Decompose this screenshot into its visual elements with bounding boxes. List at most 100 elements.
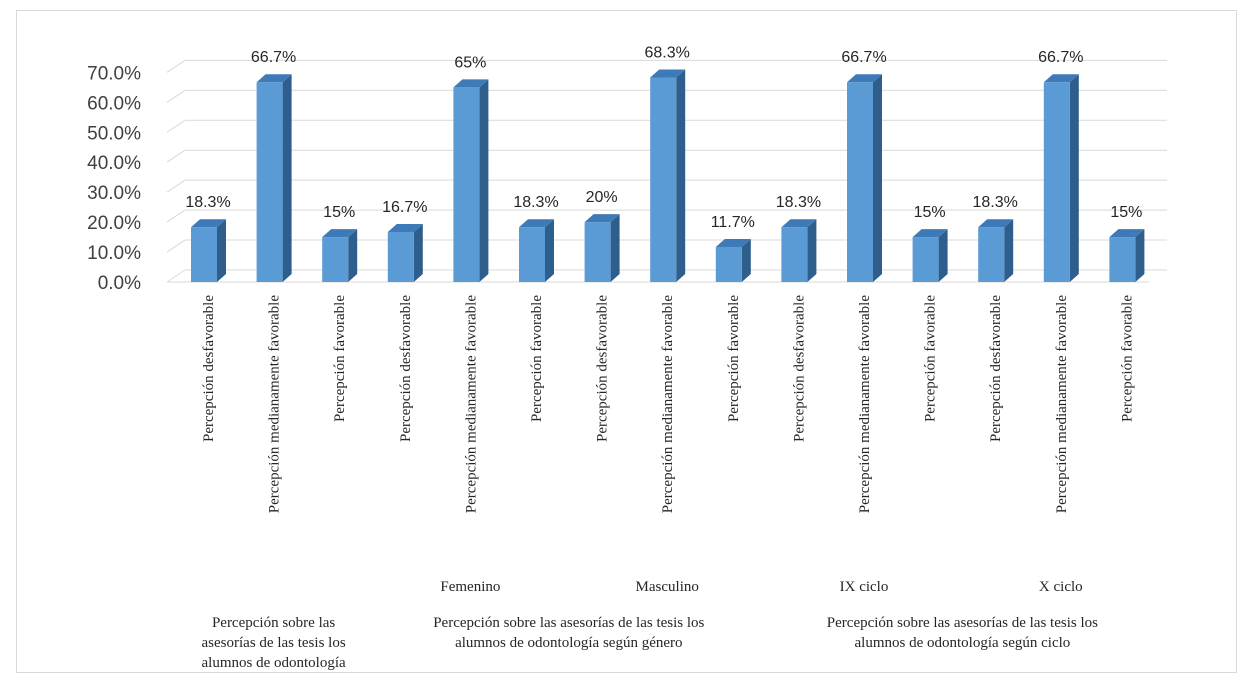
subgroup-label: IX ciclo (840, 579, 889, 595)
bar-side (348, 229, 358, 282)
category-label: Percepción medianamente favorable (1054, 295, 1070, 514)
bar-side (873, 74, 882, 282)
gridline-depth (166, 179, 186, 193)
bar (256, 74, 292, 283)
data-label: 18.3% (513, 194, 558, 211)
data-label: 66.7% (251, 49, 296, 66)
bar (847, 74, 882, 283)
bar-top (256, 74, 292, 83)
gridline-depth (166, 239, 186, 253)
bar (322, 229, 358, 282)
gridline-depth (166, 149, 186, 163)
bar-front (1109, 237, 1136, 282)
subgroup-label: X ciclo (1039, 579, 1083, 595)
bar-top (847, 74, 882, 83)
bar-top (912, 229, 948, 238)
data-label: 18.3% (973, 194, 1018, 211)
bar-front (519, 227, 545, 282)
bar (781, 219, 817, 282)
bar-front (322, 237, 349, 282)
subgroup-labels: Femenino Masculino IX ciclo X ciclo (440, 579, 1082, 595)
category-label: Percepción desfavorable (398, 295, 414, 442)
gridline-depth (166, 89, 186, 103)
bar-top (191, 219, 226, 228)
bar-top (519, 219, 554, 228)
group-label-line: alumnos de odontología (202, 655, 346, 671)
bar (1043, 74, 1079, 283)
category-label: Percepción desfavorable (988, 295, 1004, 442)
data-label: 15% (914, 204, 946, 221)
gridline-depth (166, 209, 186, 223)
bar (978, 219, 1014, 282)
bar-side (413, 223, 423, 282)
bar-side (938, 229, 948, 282)
group-label-line: asesorías de las tesis los (202, 635, 346, 651)
y-tick-label: 30.0% (87, 183, 141, 204)
data-label: 15% (1110, 204, 1142, 221)
bar (715, 238, 751, 282)
group-label-line: alumnos de odontología según ciclo (855, 635, 1071, 651)
subgroup-label: Masculino (636, 579, 699, 595)
gridline-depth (166, 119, 186, 133)
category-label: Percepción medianamente favorable (857, 295, 873, 514)
chart-frame: 0.0% 10.0% 20.0% 30.0% 40.0% 50.0% 60.0% 70.0% … (16, 10, 1237, 673)
group-label: Percepción sobre las asesorías de las te… (827, 615, 1098, 651)
gridline-depth (166, 269, 186, 283)
bar (1109, 229, 1145, 282)
bar-side (545, 219, 554, 282)
data-label: 20% (586, 189, 618, 206)
bar-side (1069, 74, 1079, 282)
bar-front (715, 246, 742, 282)
category-label: Percepción desfavorable (201, 295, 217, 442)
bar (912, 229, 948, 282)
bar-top (978, 219, 1014, 228)
bar (650, 69, 686, 282)
category-label: Percepción favorable (1119, 295, 1135, 422)
y-axis-ticks: 0.0% 10.0% 20.0% 30.0% 40.0% 50.0% 60.0% 70.0% (87, 63, 141, 294)
bar-side (479, 79, 489, 282)
subgroup-label: Femenino (440, 579, 500, 595)
bar-side (610, 214, 620, 282)
bar-chart: 0.0%10.0%20.0%30.0%40.0%50.0%60.0%70.0% … (87, 44, 1167, 671)
category-label: Percepción favorable (923, 295, 939, 422)
bar-front (191, 227, 217, 282)
bar-top (453, 79, 489, 88)
category-label: Percepción favorable (332, 295, 348, 422)
bar-top (584, 214, 620, 223)
bar (387, 223, 423, 282)
bar-front (781, 227, 808, 282)
category-labels: Percepción desfavorable Percepción median… (201, 295, 1135, 514)
gridline-depth (166, 59, 186, 73)
bar-front (1043, 82, 1070, 283)
data-label: 16.7% (382, 199, 427, 216)
bar-top (650, 69, 686, 78)
data-label: 18.3% (776, 194, 821, 211)
bar-top (781, 219, 817, 228)
data-labels: 18.3% 66.7% 15% 16.7% 65% 18.3% 20% 68.3% 11.7% 1… (185, 44, 1142, 231)
y-tick-label: 10.0% (87, 243, 141, 264)
data-label: 68.3% (645, 44, 690, 61)
data-label: 15% (323, 204, 355, 221)
category-label: Percepción medianamente favorable (660, 295, 676, 514)
data-label: 18.3% (185, 194, 230, 211)
bar (191, 219, 226, 282)
category-label: Percepción desfavorable (791, 295, 807, 442)
bar (584, 214, 620, 282)
group-label-line: Percepción sobre las asesorías de las te… (433, 615, 704, 631)
bar-side (676, 69, 686, 282)
data-label: 66.7% (1038, 49, 1083, 66)
bar-front (978, 227, 1005, 282)
bar-side (217, 219, 226, 282)
bar-top (1109, 229, 1145, 238)
bar (453, 79, 489, 282)
bar-side (1135, 229, 1145, 282)
bar-front (387, 231, 414, 282)
bar-front (453, 87, 480, 282)
bar-top (715, 238, 751, 247)
group-label-line: alumnos de odontología según género (455, 635, 682, 651)
bar-side (741, 238, 751, 282)
category-label: Percepción medianamente favorable (463, 295, 479, 514)
group-label: Percepción sobre las asesorías de las tes… (202, 615, 346, 671)
bar-top (387, 223, 423, 232)
y-tick-label: 0.0% (98, 273, 141, 294)
